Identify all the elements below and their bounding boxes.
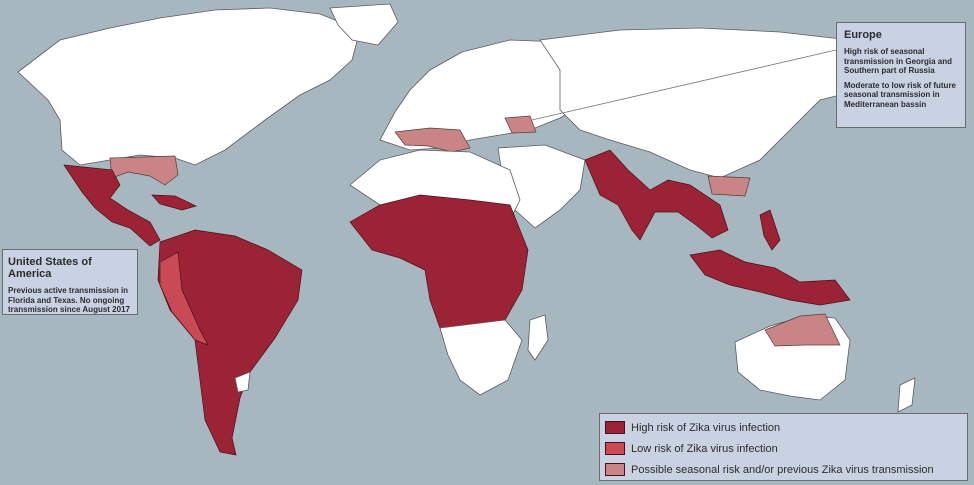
usa-callout: United States of America Previous active… xyxy=(2,249,138,315)
legend-swatch-low-risk xyxy=(605,442,625,455)
region-caribbean xyxy=(151,194,197,211)
europe-callout: Europe High risk of seasonal transmissio… xyxy=(836,22,966,128)
region-africa-south xyxy=(439,319,523,396)
region-south-asia xyxy=(584,149,729,241)
region-usa-south xyxy=(109,155,179,186)
region-mediterranean xyxy=(394,127,471,153)
region-new-zealand xyxy=(897,377,916,413)
usa-callout-title: United States of America xyxy=(8,256,92,280)
region-mexico-central-america xyxy=(63,164,161,247)
europe-callout-line-2: Moderate to low risk of future seasonal … xyxy=(844,80,957,109)
europe-callout-line-1: High risk of seasonal transmission in Ge… xyxy=(844,47,953,76)
region-uruguay xyxy=(234,371,251,393)
legend-item-low-risk: Low risk of Zika virus infection xyxy=(605,438,962,459)
legend-swatch-high-risk xyxy=(605,421,625,434)
region-andes-west xyxy=(159,251,209,346)
region-south-america xyxy=(157,229,303,456)
legend-label-seasonal-risk: Possible seasonal risk and/or previous Z… xyxy=(631,463,934,476)
legend-label-high-risk: High risk of Zika virus infection xyxy=(631,421,781,434)
europe-callout-title: Europe xyxy=(844,29,882,41)
region-south-china xyxy=(707,175,751,197)
region-africa-central xyxy=(349,194,529,331)
region-philippines xyxy=(759,209,781,251)
region-greenland xyxy=(329,3,399,46)
legend-item-high-risk: High risk of Zika virus infection xyxy=(605,417,962,438)
region-southeast-asia-islands xyxy=(689,249,851,306)
legend-label-low-risk: Low risk of Zika virus infection xyxy=(631,442,778,455)
region-southern-russia-georgia xyxy=(504,115,537,134)
region-north-america xyxy=(17,7,361,166)
map-legend: High risk of Zika virus infection Low ri… xyxy=(599,413,968,481)
legend-swatch-seasonal-risk xyxy=(605,463,625,476)
usa-callout-text: Previous active transmission in Florida … xyxy=(8,286,130,315)
region-north-australia xyxy=(764,313,841,347)
legend-item-seasonal-risk: Possible seasonal risk and/or previous Z… xyxy=(605,459,962,480)
region-russia-asia xyxy=(539,27,906,179)
region-madagascar xyxy=(527,314,549,361)
europe-leader-line xyxy=(531,49,837,121)
